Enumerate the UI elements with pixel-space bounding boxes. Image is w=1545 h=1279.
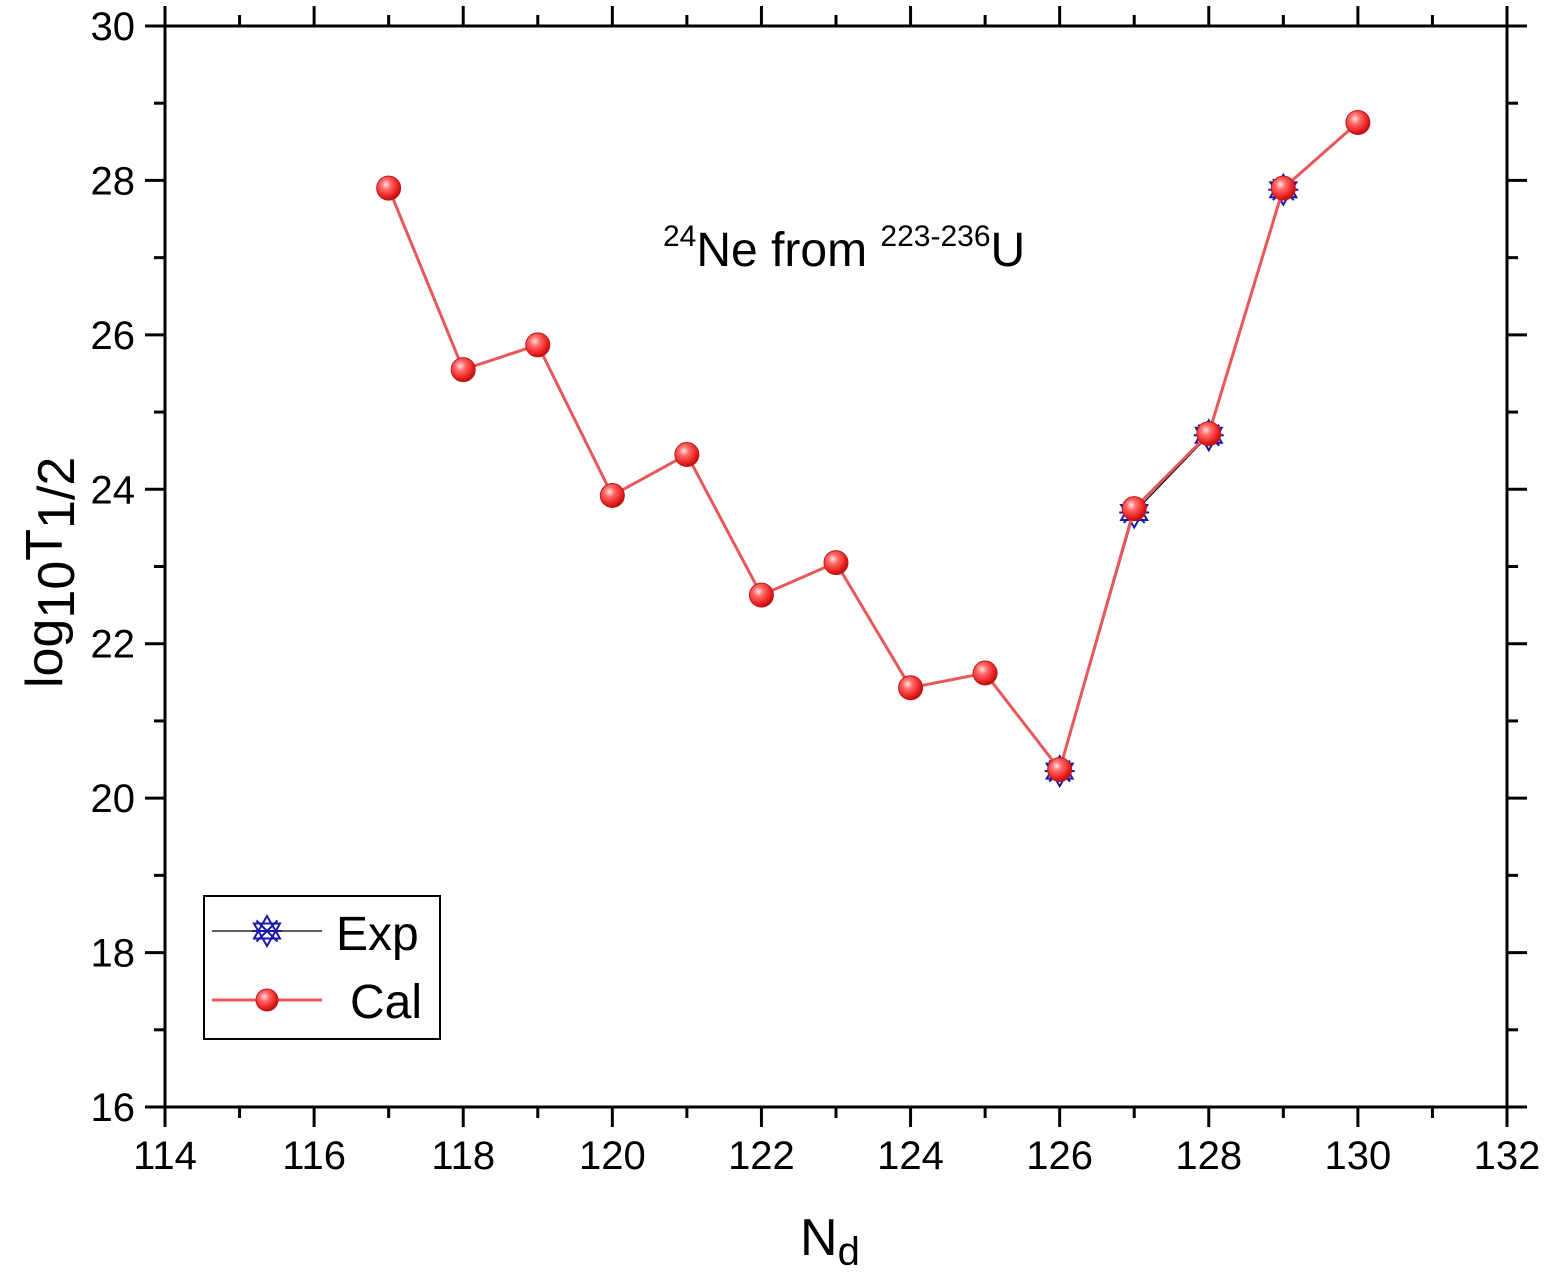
y-axis-title: log10T1/2 xyxy=(16,457,86,688)
y-tick-label: 18 xyxy=(91,932,136,976)
exp-series-line xyxy=(1059,189,1284,772)
annotation-range: 223-236 xyxy=(880,220,990,253)
star-triangle-up xyxy=(252,914,282,940)
x-tick-label: 124 xyxy=(877,1134,944,1178)
annotation-element: U xyxy=(991,224,1026,277)
y-axis-title-sub10: 10 xyxy=(28,561,86,619)
x-tick-label: 116 xyxy=(282,1134,346,1178)
annotation-mass-number: 24 xyxy=(663,220,696,253)
cal-point xyxy=(1047,757,1073,783)
x-tick-label: 130 xyxy=(1325,1134,1392,1178)
star-triangle-down xyxy=(252,922,282,948)
x-axis-title: Nd xyxy=(800,1209,860,1274)
y-tick-label: 24 xyxy=(91,468,136,512)
axis-ticks xyxy=(145,6,1527,1127)
y-tick-label: 16 xyxy=(91,1086,136,1130)
y-tick-label: 28 xyxy=(91,159,136,203)
chart-annotation: 24Ne from 223-236U xyxy=(663,220,1025,277)
legend-cal-label: Cal xyxy=(350,976,422,1029)
cal-point xyxy=(823,550,849,576)
annotation-main: Ne from xyxy=(696,224,880,277)
cal-point xyxy=(1345,110,1371,136)
y-axis-title-t: T xyxy=(16,529,74,561)
plot-frame xyxy=(163,24,1509,1109)
cal-point xyxy=(972,660,998,686)
cal-point xyxy=(674,442,700,468)
x-tick-label: 126 xyxy=(1026,1134,1093,1178)
star-cross-d2 xyxy=(255,919,279,943)
x-axis-title-sub: d xyxy=(838,1230,860,1274)
y-axis-title-sub12: 1/2 xyxy=(28,457,86,529)
legend-exp-star xyxy=(252,914,282,948)
legend-box xyxy=(203,895,441,1040)
x-tick-label: 114 xyxy=(133,1134,197,1178)
y-axis-title-log: log xyxy=(16,619,74,688)
y-tick-label: 30 xyxy=(91,5,136,49)
cal-point xyxy=(898,675,924,701)
series xyxy=(376,110,1371,789)
x-tick-label: 132 xyxy=(1474,1134,1541,1178)
y-tick-label: 22 xyxy=(91,623,136,667)
x-tick-label: 120 xyxy=(579,1134,646,1178)
cal-point xyxy=(599,482,625,508)
legend-cal-marker xyxy=(255,988,279,1012)
legend-exp-marker xyxy=(252,914,282,948)
legend-exp-label: Exp xyxy=(336,908,419,961)
cal-point xyxy=(525,332,551,358)
x-tick-label: 128 xyxy=(1175,1134,1242,1178)
y-tick-label: 20 xyxy=(91,777,136,821)
cal-point xyxy=(1121,496,1147,522)
cal-point xyxy=(376,175,402,201)
cal-point xyxy=(748,582,774,608)
cal-point xyxy=(1196,421,1222,447)
x-tick-label: 122 xyxy=(728,1134,795,1178)
cal-series-line xyxy=(387,121,1359,773)
x-tick-label: 118 xyxy=(431,1134,495,1178)
cal-point xyxy=(450,357,476,383)
legend: Exp Cal xyxy=(203,895,441,1040)
x-axis-title-main: N xyxy=(800,1209,838,1267)
cal-point xyxy=(1270,175,1296,201)
tick-labels: 114 116 118 120 122 124 126 128 130 132 16 18 20 22 24… xyxy=(91,5,1541,1178)
y-tick-label: 26 xyxy=(91,314,136,358)
